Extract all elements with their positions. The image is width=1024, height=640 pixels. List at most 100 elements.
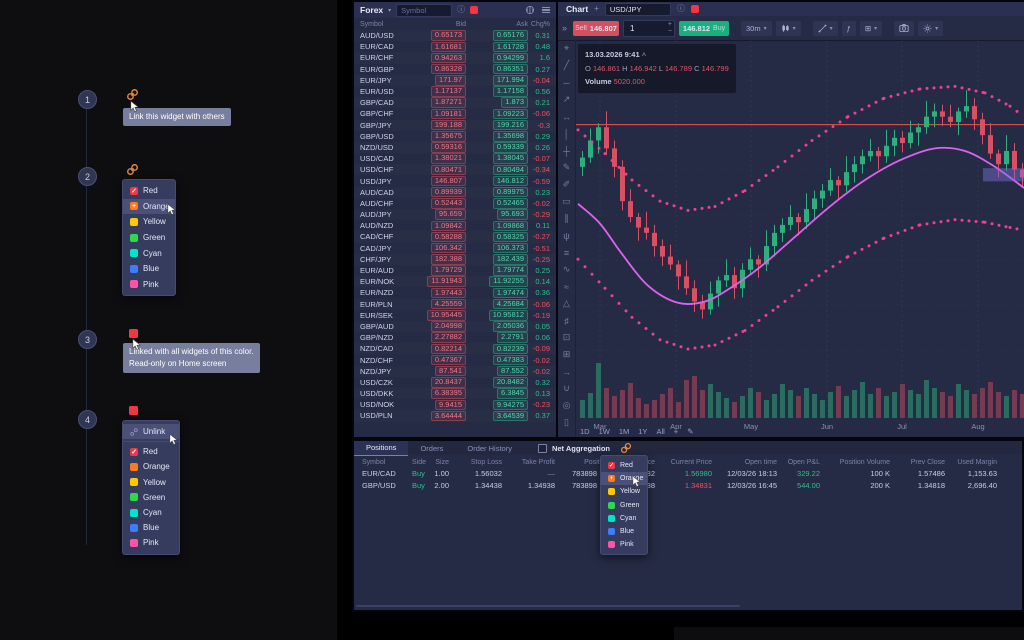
menu-item-color-cyan[interactable]: Cyan (123, 245, 175, 261)
bid-cell[interactable]: 6.38395 (430, 388, 466, 399)
bid-cell[interactable]: 0.80471 (430, 164, 466, 176)
buy-button[interactable]: 146.812 Buy (679, 20, 730, 36)
ask-cell[interactable]: 9.94275 (492, 399, 528, 411)
ask-cell[interactable]: 0.52465 (492, 198, 528, 209)
menu-item-color-green[interactable]: Green (601, 499, 647, 512)
chart-symbol-input[interactable] (604, 2, 671, 16)
link-icon[interactable] (126, 88, 139, 101)
link-color-swatch[interactable] (470, 6, 479, 14)
info-icon[interactable]: ⓘ (457, 5, 466, 14)
column-chg[interactable]: Chg% (530, 21, 550, 28)
checkbox-icon[interactable] (537, 443, 547, 453)
watchlist-row[interactable]: AUD/JPY 95.659 95.693 -0.29 (354, 209, 556, 220)
watchlist-row[interactable]: USD/CAD 1.38021 1.38045 -0.07 (354, 153, 556, 164)
bid-cell[interactable]: 0.58288 (430, 231, 466, 243)
collapse-caret-icon[interactable]: ˄ (641, 50, 647, 59)
ask-cell[interactable]: 1.17158 (492, 86, 528, 97)
bid-cell[interactable]: 106.342 (430, 242, 466, 254)
watchlist-row[interactable]: AUD/NZD 1.09842 1.09868 0.11 (354, 220, 556, 232)
menu-item-color-green[interactable]: Green (123, 490, 179, 505)
watchlist-title[interactable]: Forex (360, 5, 384, 15)
bid-cell[interactable]: 0.47367 (430, 354, 466, 366)
ask-cell[interactable]: 1.79774 (492, 265, 528, 276)
bid-cell[interactable]: 182.388 (430, 254, 466, 265)
bid-cell[interactable]: 10.95445 (426, 310, 466, 321)
bid-cell[interactable]: 0.52443 (430, 198, 466, 209)
bid-cell[interactable]: 0.94263 (430, 52, 466, 64)
bid-cell[interactable]: 11.91943 (427, 276, 466, 287)
magnet-tool-icon[interactable]: ∪ (563, 383, 570, 393)
bars-pattern-tool-icon[interactable]: ♯ (564, 315, 569, 326)
watchlist-row[interactable]: NZD/JPY 87.541 87.552 -0.02 (354, 365, 556, 377)
watchlist-row[interactable]: AUD/CHF 0.52443 0.52465 -0.02 (354, 198, 556, 209)
timeframe-dropdown[interactable]: 30m ▾ (741, 20, 772, 36)
column-take_profit[interactable]: Take Profit (521, 459, 555, 466)
watchlist-row[interactable]: EUR/SEK 10.95445 10.95812 -0.19 (354, 310, 556, 321)
watchlist-row[interactable]: USD/NOK 9.9415 9.94275 -0.23 (354, 399, 556, 411)
snapshot-button[interactable] (894, 20, 915, 36)
watchlist-row[interactable]: USD/DKK 6.38395 6.3845 0.13 (354, 388, 556, 399)
menu-item-color-red[interactable]: ✓ Red (123, 444, 179, 459)
ask-cell[interactable]: 10.95812 (488, 310, 528, 321)
add-range-icon[interactable]: + (673, 427, 679, 436)
column-open_time[interactable]: Open time (744, 459, 777, 466)
stepper-buttons[interactable]: + − (667, 20, 673, 35)
column-size[interactable]: Size (435, 459, 449, 466)
triangle-pattern-tool-icon[interactable]: △ (563, 298, 570, 308)
watchlist-row[interactable]: EUR/NZD 1.97443 1.97474 0.36 (354, 287, 556, 299)
bid-cell[interactable]: 1.61681 (430, 41, 466, 53)
link-icon[interactable] (620, 442, 633, 455)
watchlist-row[interactable]: EUR/CAD 1.61681 1.61728 0.48 (354, 41, 556, 53)
bid-cell[interactable]: 95.659 (435, 209, 466, 220)
ask-cell[interactable]: 171.994 (492, 75, 528, 86)
column-bid[interactable]: Bid (455, 21, 466, 28)
horizontal-line-tool-icon[interactable]: ─ (563, 77, 570, 88)
column-symbol[interactable]: Symbol (360, 21, 384, 28)
bid-cell[interactable]: 146.807 (430, 175, 466, 187)
menu-item-color-yellow[interactable]: Yellow (123, 214, 175, 230)
bid-cell[interactable]: 1.79729 (430, 265, 466, 276)
zigzag-tool-icon[interactable]: ≈ (564, 281, 569, 292)
watchlist-row[interactable]: USD/JPY 146.807 146.812 -0.59 (354, 175, 556, 187)
menu-item-color-red[interactable]: ✓ Red (123, 183, 175, 199)
bid-cell[interactable]: 3.64444 (430, 410, 466, 422)
watchlist-row[interactable]: CAD/CHF 0.58288 0.58325 -0.27 (354, 231, 556, 243)
candlestick-chart[interactable]: Mar Apr May Jun Jul Aug (576, 40, 1024, 437)
watchlist-row[interactable]: GBP/CAD 1.87271 1.873 0.21 (354, 97, 556, 108)
menu-item-unlink[interactable]: Unlink (123, 424, 179, 440)
bid-cell[interactable]: 20.8437 (430, 377, 466, 388)
info-icon[interactable]: ⓘ (676, 4, 685, 13)
quantity-stepper[interactable]: 1 + − (623, 19, 676, 37)
ask-cell[interactable]: 6.3845 (497, 388, 528, 399)
menu-item-color-pink[interactable]: Pink (601, 538, 647, 551)
bid-cell[interactable]: 1.35675 (430, 131, 466, 142)
column-symbol[interactable]: Symbol (362, 459, 386, 466)
range-1y[interactable]: 1Y (638, 427, 648, 436)
bid-cell[interactable]: 1.09842 (430, 220, 466, 232)
wave-tool-icon[interactable]: ∿ (562, 264, 571, 274)
add-tab-icon[interactable]: + (594, 4, 599, 13)
ask-cell[interactable]: 0.94299 (492, 52, 528, 64)
watchlist-row[interactable]: CHF/JPY 182.388 182.439 -0.25 (354, 254, 556, 265)
ray-tool-icon[interactable]: ↗ (562, 94, 571, 104)
parallel-channel-tool-icon[interactable]: ∥ (564, 213, 569, 223)
menu-item-color-blue[interactable]: Blue (123, 520, 179, 535)
bid-cell[interactable]: 4.25559 (430, 298, 466, 310)
menu-item-color-pink[interactable]: Pink (123, 277, 175, 293)
tab-chart[interactable]: Chart (566, 4, 589, 14)
column-position_volume[interactable]: Position Volume (839, 459, 890, 466)
position-row[interactable]: GBP/USDBuy2.001.344381.349387838981.3453… (354, 480, 1022, 492)
ask-cell[interactable]: 0.59339 (492, 142, 528, 153)
bid-cell[interactable]: 0.59316 (430, 142, 466, 153)
column-side[interactable]: Side (412, 459, 427, 466)
compare-icon[interactable] (525, 5, 535, 15)
watchlist-row[interactable]: USD/CZK 20.8437 20.8482 0.32 (354, 377, 556, 388)
watchlist-row[interactable]: EUR/USD 1.17137 1.17158 0.56 (354, 86, 556, 97)
chart-type-dropdown[interactable]: ▾ (775, 20, 801, 36)
range-1w[interactable]: 1W (598, 427, 610, 436)
ask-cell[interactable]: 2.05036 (492, 321, 528, 332)
watchlist-row[interactable]: AUD/CAD 0.89939 0.89975 0.23 (354, 186, 556, 198)
menu-item-color-pink[interactable]: Pink (123, 535, 179, 550)
range-all[interactable]: All (656, 427, 665, 436)
ask-cell[interactable]: 1.38045 (492, 153, 528, 164)
